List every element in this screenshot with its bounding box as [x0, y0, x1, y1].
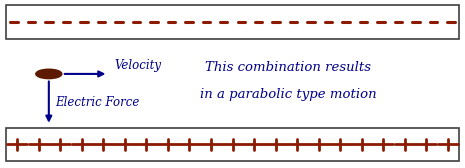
Text: Velocity: Velocity — [114, 59, 161, 72]
Text: in a parabolic type motion: in a parabolic type motion — [200, 88, 377, 101]
Bar — [6, 128, 459, 161]
Text: This combination results: This combination results — [206, 61, 371, 74]
Text: Electric Force: Electric Force — [55, 96, 139, 109]
Circle shape — [36, 69, 62, 79]
Bar — [6, 5, 459, 39]
